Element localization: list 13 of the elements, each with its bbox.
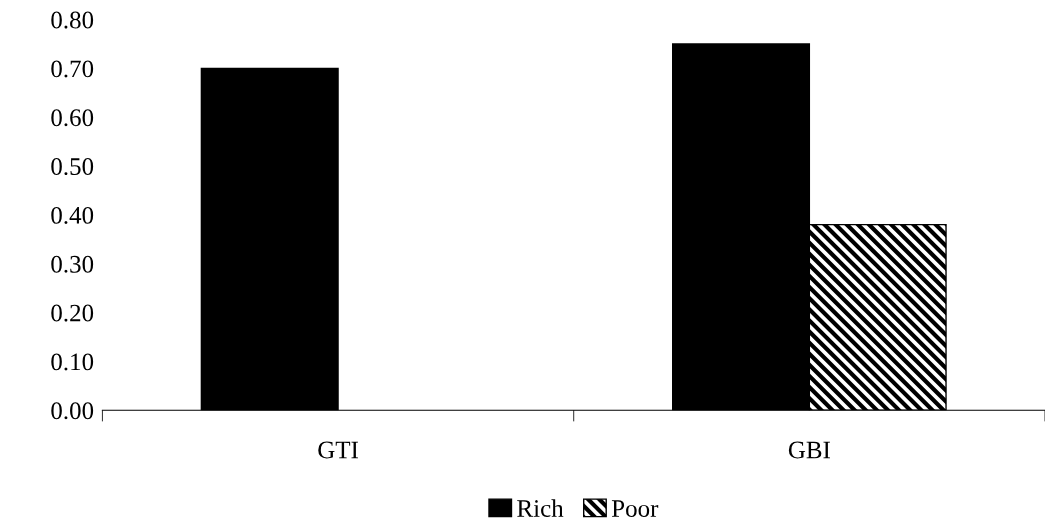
y-tick-label: 0.40 xyxy=(51,206,94,224)
legend-label: Rich xyxy=(517,499,564,517)
y-tick-label: 0.00 xyxy=(51,402,94,420)
x-tick-label: GTI xyxy=(318,441,358,459)
y-tick-label: 0.60 xyxy=(51,109,94,127)
x-tick-label: GBI xyxy=(788,441,830,459)
y-tick-label: 0.50 xyxy=(51,158,94,176)
y-tick-label: 0.20 xyxy=(51,304,94,322)
y-tick-label: 0.70 xyxy=(51,60,94,78)
y-tick-label: 0.10 xyxy=(51,353,94,371)
y-tick-label: 0.80 xyxy=(51,11,94,29)
legend-label: Poor xyxy=(611,500,659,517)
y-tick-label: 0.30 xyxy=(51,255,94,273)
